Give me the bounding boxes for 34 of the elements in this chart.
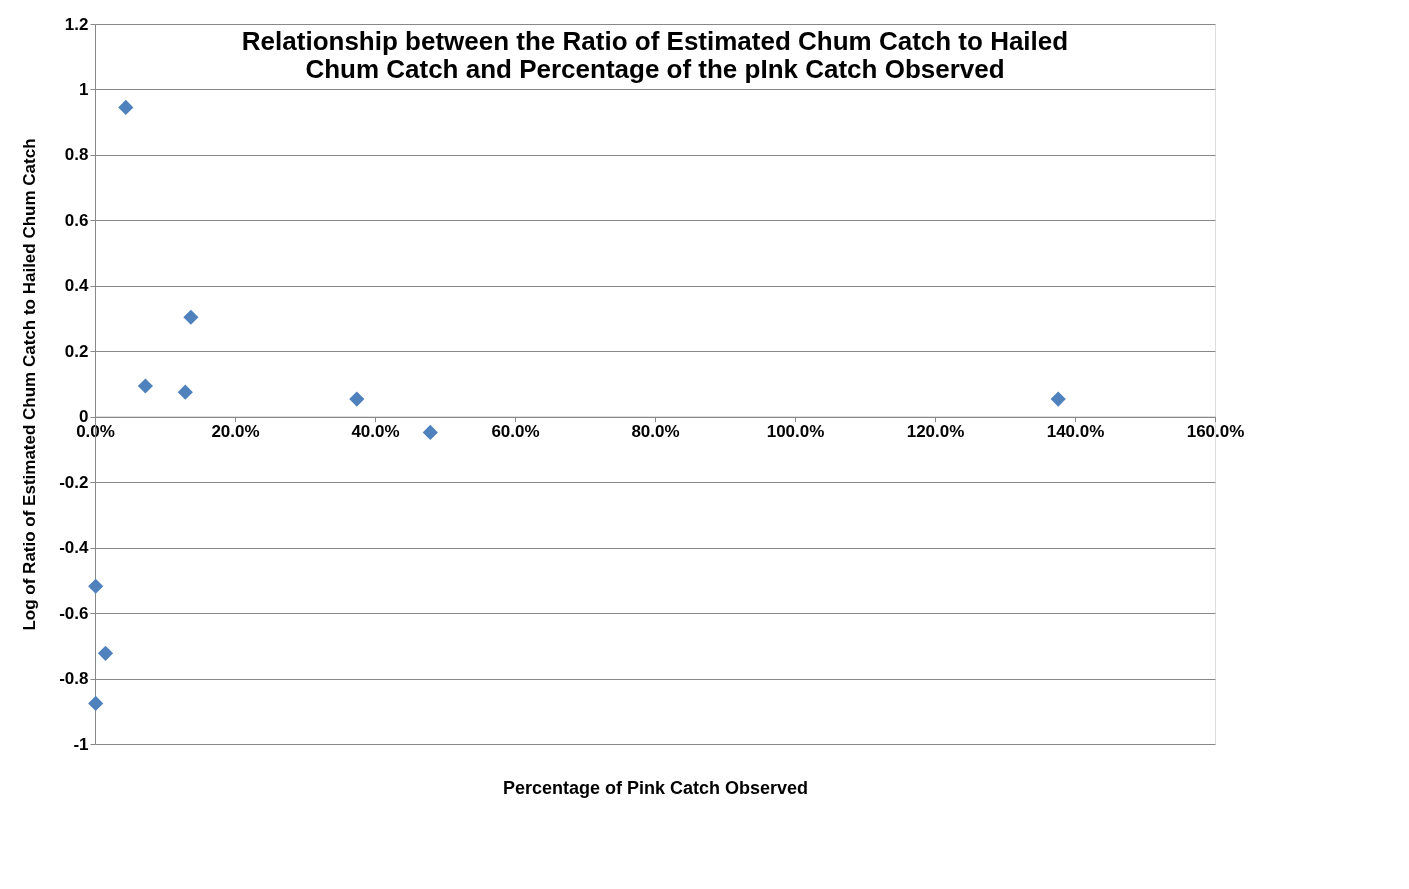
x-tick-label: 60.0% [491,422,540,442]
point [1050,391,1066,407]
point [137,378,153,394]
y-tick-label: -0.6 [59,603,89,623]
point [177,384,193,400]
text: Relationship between the Ratio of Estimated Chum Catch to Hailed [241,26,1069,56]
y-tick-label: 0.4 [64,276,90,296]
x-tick-label: 140.0% [1046,422,1105,442]
x-tick-label: 100.0% [766,422,825,442]
x-tick-label: 80.0% [631,422,680,442]
y-axis-title: Log of Ratio of Estimated Chum Catch to Hailed Chum Catch [20,138,40,631]
point [118,99,134,116]
point [97,645,114,661]
x-axis-title: Percentage of Pink Catch Observed [502,777,809,798]
x-tick-label: 20.0% [211,422,260,442]
point [183,309,199,325]
y-tick-label: -1 [73,734,89,754]
y-tick-label: 0.6 [64,210,89,230]
y-tick-label: -0.8 [59,669,89,689]
x-tick-label: 120.0% [906,422,965,442]
y-tick-label: 0.8 [64,145,89,165]
x-tick-label: 40.0% [351,422,400,442]
y-tick-label: -0.2 [59,472,89,492]
x-tick-label: 160.0% [1186,422,1245,442]
y-tick-label: 0.2 [64,341,89,361]
y-tick-label: -0.4 [59,538,90,558]
x-tick-label: 0.0% [76,422,115,442]
y-tick-label: 1 [79,79,89,99]
y-tick-label: 1.2 [64,14,89,34]
point [88,695,104,711]
text: Chum Catch and Percentage of the pInk Catch Observed [305,54,1005,84]
point [88,578,104,594]
point [349,391,365,407]
point [422,424,438,441]
